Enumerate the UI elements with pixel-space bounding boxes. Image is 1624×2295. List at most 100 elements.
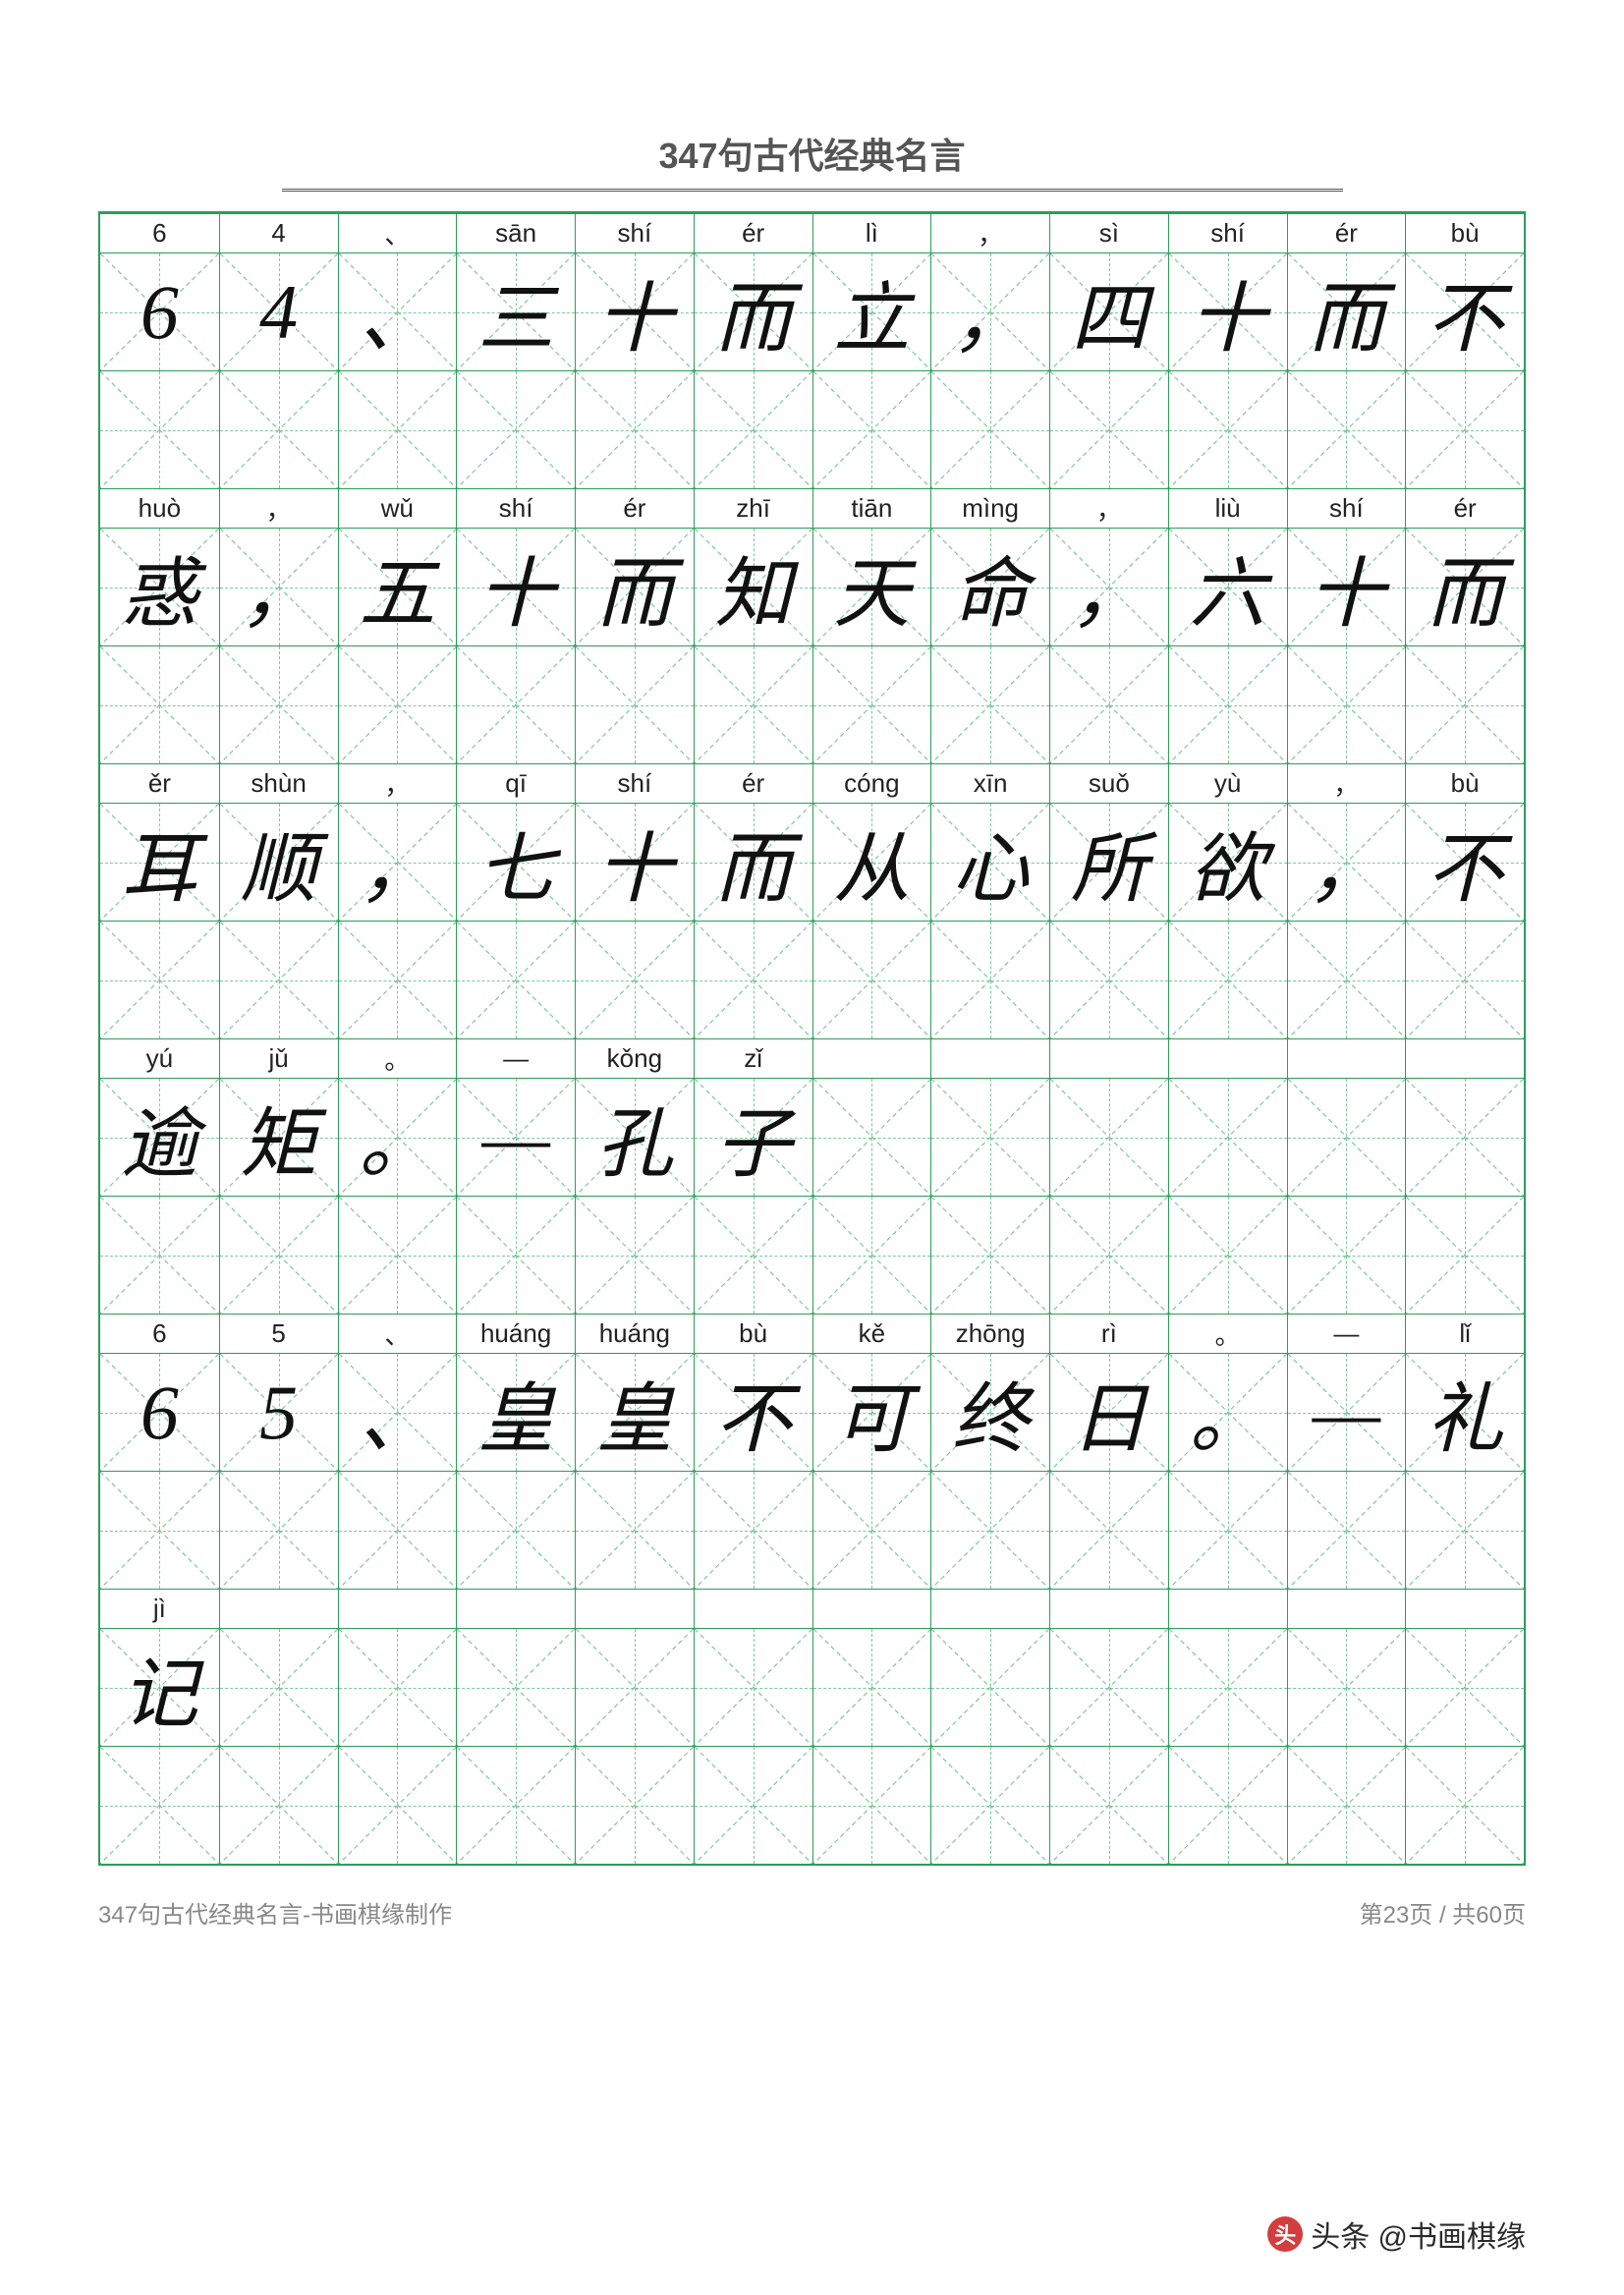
character-glyph: 不 [1427, 257, 1503, 367]
practice-cell [1287, 1471, 1406, 1589]
practice-cell [1405, 921, 1524, 1038]
pinyin-cell: yú [100, 1038, 219, 1078]
character-glyph: ， [1071, 532, 1148, 643]
character-glyph: 知 [715, 532, 792, 643]
practice-cell [812, 921, 931, 1038]
character-cell: 而 [694, 803, 812, 921]
character-cell: 、 [338, 252, 457, 370]
practice-cell [694, 1746, 812, 1864]
pinyin-cell: shí [456, 488, 575, 528]
practice-cell [338, 1471, 457, 1589]
character-cell: 5 [219, 1353, 338, 1471]
character-cell: ， [338, 803, 457, 921]
pinyin-cell: bù [694, 1314, 812, 1353]
character-cell: ， [1049, 528, 1168, 645]
pinyin-cell: ， [930, 213, 1049, 252]
character-glyph: 可 [833, 1358, 910, 1468]
character-glyph: ， [952, 257, 1029, 367]
practice-cell [1287, 1196, 1406, 1314]
pinyin-cell: shí [1287, 488, 1406, 528]
practice-cell [812, 1196, 931, 1314]
practice-cell [456, 645, 575, 763]
pinyin-cell: — [456, 1038, 575, 1078]
character-glyph: 十 [596, 808, 673, 918]
practice-cell [100, 1196, 219, 1314]
character-cell: — [456, 1078, 575, 1196]
pinyin-cell: 、 [338, 213, 457, 252]
character-cell: 而 [575, 528, 694, 645]
character-cell: 皇 [575, 1353, 694, 1471]
character-glyph: 欲 [1190, 808, 1266, 918]
practice-cell [930, 645, 1049, 763]
practice-cell [694, 645, 812, 763]
character-glyph: 终 [952, 1358, 1029, 1468]
character-cell: 心 [930, 803, 1049, 921]
character-cell [1287, 1628, 1406, 1746]
practice-cell [1168, 921, 1287, 1038]
pinyin-cell: zhī [694, 488, 812, 528]
character-glyph: 孔 [596, 1083, 673, 1193]
practice-cell [930, 1196, 1049, 1314]
character-cell: 日 [1049, 1353, 1168, 1471]
practice-cell [930, 1471, 1049, 1589]
practice-cell [1168, 1196, 1287, 1314]
character-glyph: 。 [1190, 1358, 1266, 1468]
pinyin-cell [575, 1589, 694, 1628]
practice-cell [338, 921, 457, 1038]
practice-cell [1287, 370, 1406, 488]
character-cell: ， [219, 528, 338, 645]
practice-cell [1168, 1746, 1287, 1864]
pinyin-cell: bù [1405, 213, 1524, 252]
practice-cell [456, 1746, 575, 1864]
character-cell: 而 [1405, 528, 1524, 645]
character-glyph: 顺 [241, 808, 317, 918]
character-glyph: 耳 [121, 808, 197, 918]
practice-cell [575, 645, 694, 763]
practice-cell [694, 1196, 812, 1314]
pinyin-cell: ér [575, 488, 694, 528]
character-cell: 十 [575, 803, 694, 921]
practice-cell [930, 1746, 1049, 1864]
practice-cell [1049, 1196, 1168, 1314]
character-glyph: ， [241, 532, 317, 643]
character-glyph: 四 [1071, 257, 1148, 367]
character-glyph: 五 [359, 532, 435, 643]
character-cell [456, 1628, 575, 1746]
pinyin-cell: suǒ [1049, 763, 1168, 803]
character-cell: 七 [456, 803, 575, 921]
character-cell [575, 1628, 694, 1746]
character-cell: 十 [575, 252, 694, 370]
character-cell [812, 1078, 931, 1196]
practice-cell [456, 1196, 575, 1314]
practice-cell [219, 1746, 338, 1864]
watermark-text: 头条 @书画棋缘 [1311, 2212, 1526, 2256]
practice-cell [575, 370, 694, 488]
character-glyph: 所 [1071, 808, 1148, 918]
character-glyph: 不 [1427, 808, 1503, 918]
pinyin-cell: ér [1287, 213, 1406, 252]
character-glyph: — [1313, 1369, 1380, 1457]
pinyin-cell: ér [1405, 488, 1524, 528]
practice-cell [456, 370, 575, 488]
pinyin-cell: 。 [1168, 1314, 1287, 1353]
character-glyph: 6 [140, 268, 179, 357]
practice-cell [812, 645, 931, 763]
pinyin-cell: 5 [219, 1314, 338, 1353]
character-cell: 十 [456, 528, 575, 645]
pinyin-cell: kě [812, 1314, 931, 1353]
character-cell [812, 1628, 931, 1746]
pinyin-cell [694, 1589, 812, 1628]
character-cell: 惑 [100, 528, 219, 645]
character-cell: 三 [456, 252, 575, 370]
character-cell: 不 [694, 1353, 812, 1471]
practice-cell [219, 921, 338, 1038]
character-cell: 。 [1168, 1353, 1287, 1471]
pinyin-cell: liù [1168, 488, 1287, 528]
practice-cell [1405, 370, 1524, 488]
character-glyph: 立 [833, 257, 910, 367]
character-glyph: 心 [952, 808, 1029, 918]
character-glyph: 十 [1190, 257, 1266, 367]
character-glyph: 惑 [121, 532, 197, 643]
character-cell: 十 [1287, 528, 1406, 645]
character-glyph: 从 [833, 808, 910, 918]
